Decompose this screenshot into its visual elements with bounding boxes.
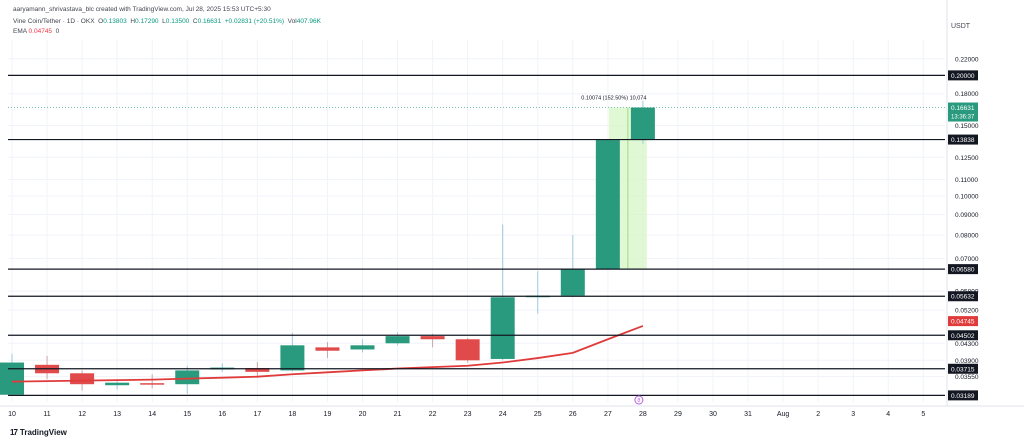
symbol-name: Vine Coin/Tether · 1D · OKX: [13, 18, 95, 25]
ema-value: 0.04745: [28, 28, 53, 35]
x-tick-label: 19: [324, 411, 332, 418]
level-label: 0.04502: [951, 333, 975, 340]
x-tick-label: 13: [113, 411, 121, 418]
level-tag: [948, 291, 978, 302]
x-tick-label: 14: [148, 411, 156, 418]
y-tick-label: 0.09000: [955, 212, 979, 219]
symbol-ohlc-line: Vine Coin/Tether · 1D · OKX O0.13803 H0.…: [13, 18, 321, 25]
x-tick-label: 5: [921, 411, 925, 418]
x-tick-label: 25: [534, 411, 542, 418]
candle-body: [140, 383, 165, 385]
y-tick-label: 0.05200: [955, 308, 979, 315]
level-label: 0.03715: [951, 366, 975, 373]
open-value: 0.13803: [103, 18, 127, 25]
candle-body: [175, 370, 200, 385]
x-tick-label: 31: [744, 411, 752, 418]
x-tick-label: 24: [499, 411, 507, 418]
x-tick-label: 12: [78, 411, 86, 418]
candle-body: [0, 362, 24, 395]
candle-body: [280, 345, 305, 371]
y-tick-label: 0.11000: [955, 177, 978, 184]
candle-body: [420, 336, 445, 340]
ema-tag-label: 0.04745: [951, 319, 975, 326]
level-tag: [948, 264, 978, 275]
level-tag: [948, 134, 978, 145]
y-tick-label: 0.03900: [955, 358, 979, 365]
low-value: 0.13500: [165, 18, 190, 25]
level-label: 0.20000: [951, 73, 975, 80]
level-tag: [948, 330, 978, 341]
y-tick-label: 0.22000: [955, 56, 979, 63]
ema-tag: [948, 316, 978, 327]
volume-value: 407.96K: [296, 18, 321, 25]
event-marker-label: 8: [637, 398, 640, 404]
candle-body: [105, 382, 130, 386]
ema-line: [11, 325, 644, 383]
x-tick-label: 22: [429, 411, 437, 418]
x-tick-label: 29: [674, 411, 682, 418]
candle-body: [245, 368, 270, 372]
x-tick-label: 2: [816, 411, 820, 418]
x-tick-label: 20: [359, 411, 367, 418]
x-tick-label: 16: [218, 411, 226, 418]
x-tick-label: 26: [569, 411, 577, 418]
level-label: 0.03189: [951, 393, 975, 400]
x-tick-label: 15: [183, 411, 191, 418]
y-tick-label: 0.18000: [955, 91, 979, 98]
candle-body: [630, 107, 655, 141]
candle-body: [560, 269, 585, 296]
x-tick-label: 28: [639, 411, 647, 418]
candle-body: [455, 339, 480, 361]
change-value: +0.02831 (+20.51%): [224, 18, 285, 25]
x-tick-label: 10: [8, 411, 16, 418]
chart-credit: aaryamann_shrivastava_blc created with T…: [13, 6, 271, 13]
x-tick-label: 21: [394, 411, 402, 418]
x-tick-label: 30: [709, 411, 717, 418]
x-tick-label: 23: [464, 411, 472, 418]
y-tick-label: 0.10000: [955, 194, 979, 201]
countdown-label: 13:36:37: [951, 115, 975, 121]
tradingview-logo-icon: 17: [10, 428, 18, 437]
candle-body: [385, 336, 410, 344]
candle-body: [350, 345, 375, 350]
high-value: 0.17290: [135, 18, 159, 25]
level-label: 0.05632: [951, 294, 975, 301]
candle-body: [490, 297, 515, 359]
close-value: 0.16631: [197, 18, 222, 25]
tradingview-brand: 17 TradingView: [10, 428, 67, 437]
x-tick-label: 17: [253, 411, 261, 418]
y-tick-label: 0.15000: [955, 123, 979, 130]
candle-body: [595, 140, 620, 270]
x-tick-label: 11: [43, 411, 50, 418]
ema-legend[interactable]: EMA 0.04745 0: [13, 28, 59, 35]
candle-body: [70, 373, 95, 385]
last-price-tag: [948, 102, 978, 122]
candle-body: [315, 347, 340, 351]
x-tick-label: Aug: [777, 411, 790, 418]
level-tag: [948, 390, 978, 401]
y-tick-label: 0.12500: [955, 155, 979, 162]
brand-name: TradingView: [19, 428, 67, 437]
y-tick-label: 0.04300: [955, 341, 979, 348]
x-tick-label: 27: [604, 411, 612, 418]
last-price-label: 0.16631: [951, 105, 975, 112]
x-tick-label: 3: [851, 411, 855, 418]
y-tick-label: 0.03550: [955, 374, 979, 381]
ema-label: EMA: [13, 28, 27, 35]
ema-extra: 0: [55, 28, 60, 35]
level-label: 0.13838: [951, 137, 975, 144]
level-tag: [948, 363, 978, 374]
x-tick-label: 18: [289, 411, 297, 418]
y-tick-label: 0.07000: [955, 256, 979, 263]
currency-label: USDT: [951, 23, 971, 30]
measure-label: 0.10074 (152.50%) 10,074: [581, 96, 646, 102]
y-tick-label: 0.08000: [955, 233, 979, 240]
x-tick-label: 4: [886, 411, 890, 418]
level-tag: [948, 70, 978, 81]
level-label: 0.06580: [951, 267, 975, 274]
event-marker-icon: [634, 395, 644, 405]
